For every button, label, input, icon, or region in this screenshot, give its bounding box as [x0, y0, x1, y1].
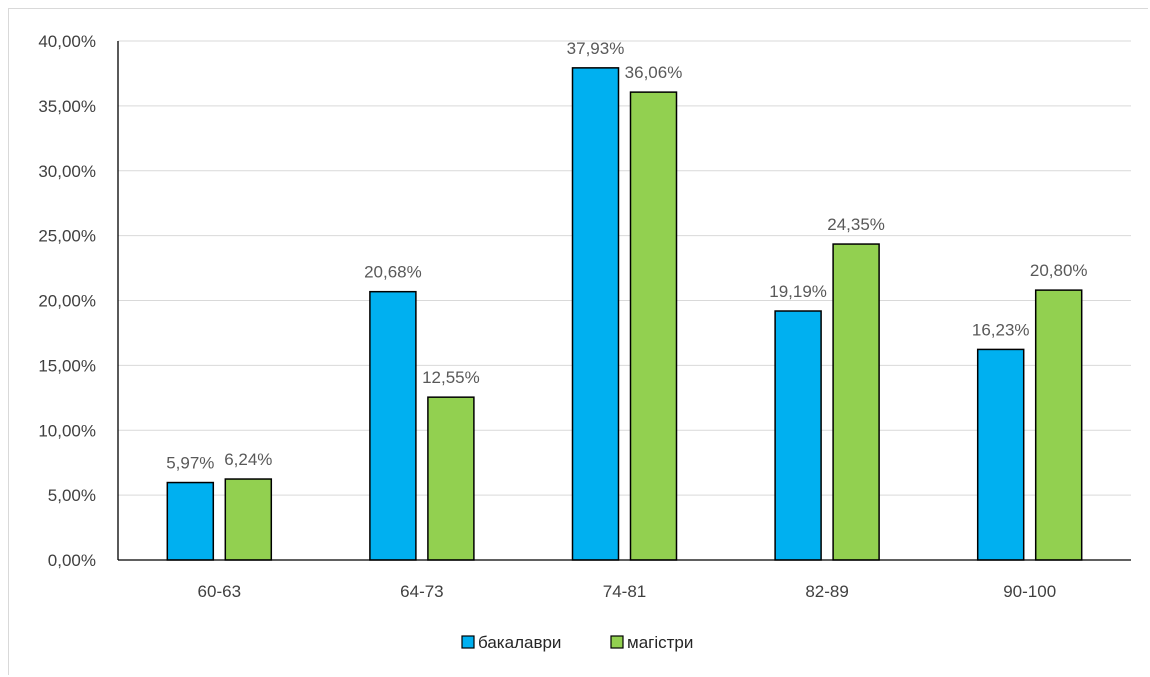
bar: [629, 91, 678, 561]
y-tick-label: 15,00%: [38, 356, 96, 375]
gridlines: [117, 40, 1131, 560]
data-label: 24,35%: [827, 215, 885, 234]
x-tick-label: 60-63: [198, 582, 241, 601]
bar: [774, 310, 822, 561]
bar: [571, 67, 620, 561]
y-tick-label: 35,00%: [38, 97, 96, 116]
y-tick-label: 0,00%: [48, 551, 96, 570]
data-label: 36,06%: [625, 63, 683, 82]
x-tick-label: 90-100: [1003, 582, 1056, 601]
y-tick-label: 40,00%: [38, 32, 96, 51]
y-tick-label: 25,00%: [38, 227, 96, 246]
data-label: 20,68%: [364, 263, 422, 282]
data-label: 16,23%: [972, 320, 1030, 339]
data-label: 37,93%: [567, 39, 625, 58]
data-labels: 5,97% 6,24% 20,68% 12,55% 37,93%36,06% 19,19%…: [166, 39, 1087, 473]
y-tick-label: 20,00%: [38, 292, 96, 311]
y-tick-label: 5,00%: [48, 486, 96, 505]
x-tick-label: 64-73: [400, 582, 443, 601]
data-label: 20,80%: [1030, 261, 1088, 280]
bar: [427, 396, 475, 561]
legend-swatch: [610, 635, 624, 649]
legend-swatch: [461, 635, 475, 649]
y-tick-label: 30,00%: [38, 162, 96, 181]
bar: [369, 290, 417, 561]
legend-label: магістри: [627, 633, 693, 652]
chart-frame: [8, 8, 1148, 675]
legend-label: бакалаври: [478, 633, 561, 652]
y-axis-tick-labels: 0,00% 5,00% 10,00% 15,00% 20,00% 25,00% 30,00%…: [38, 32, 96, 570]
data-label: 12,55%: [422, 368, 480, 387]
legend: бакалаври магістри: [461, 633, 693, 652]
bars: [166, 67, 1083, 561]
x-tick-label: 82-89: [805, 582, 848, 601]
x-axis-tick-labels: 60-63 64-73 74-81 82-89 90-100: [198, 582, 1057, 601]
bar: [166, 481, 215, 561]
data-label: 6,24%: [224, 450, 272, 469]
bar: [832, 243, 880, 561]
y-tick-label: 10,00%: [38, 421, 96, 440]
bar: [224, 478, 273, 561]
x-tick-label: 74-81: [603, 582, 646, 601]
bar: [976, 348, 1025, 561]
bar: [1034, 289, 1083, 561]
data-label: 19,19%: [769, 282, 827, 301]
data-label: 5,97%: [166, 454, 214, 473]
